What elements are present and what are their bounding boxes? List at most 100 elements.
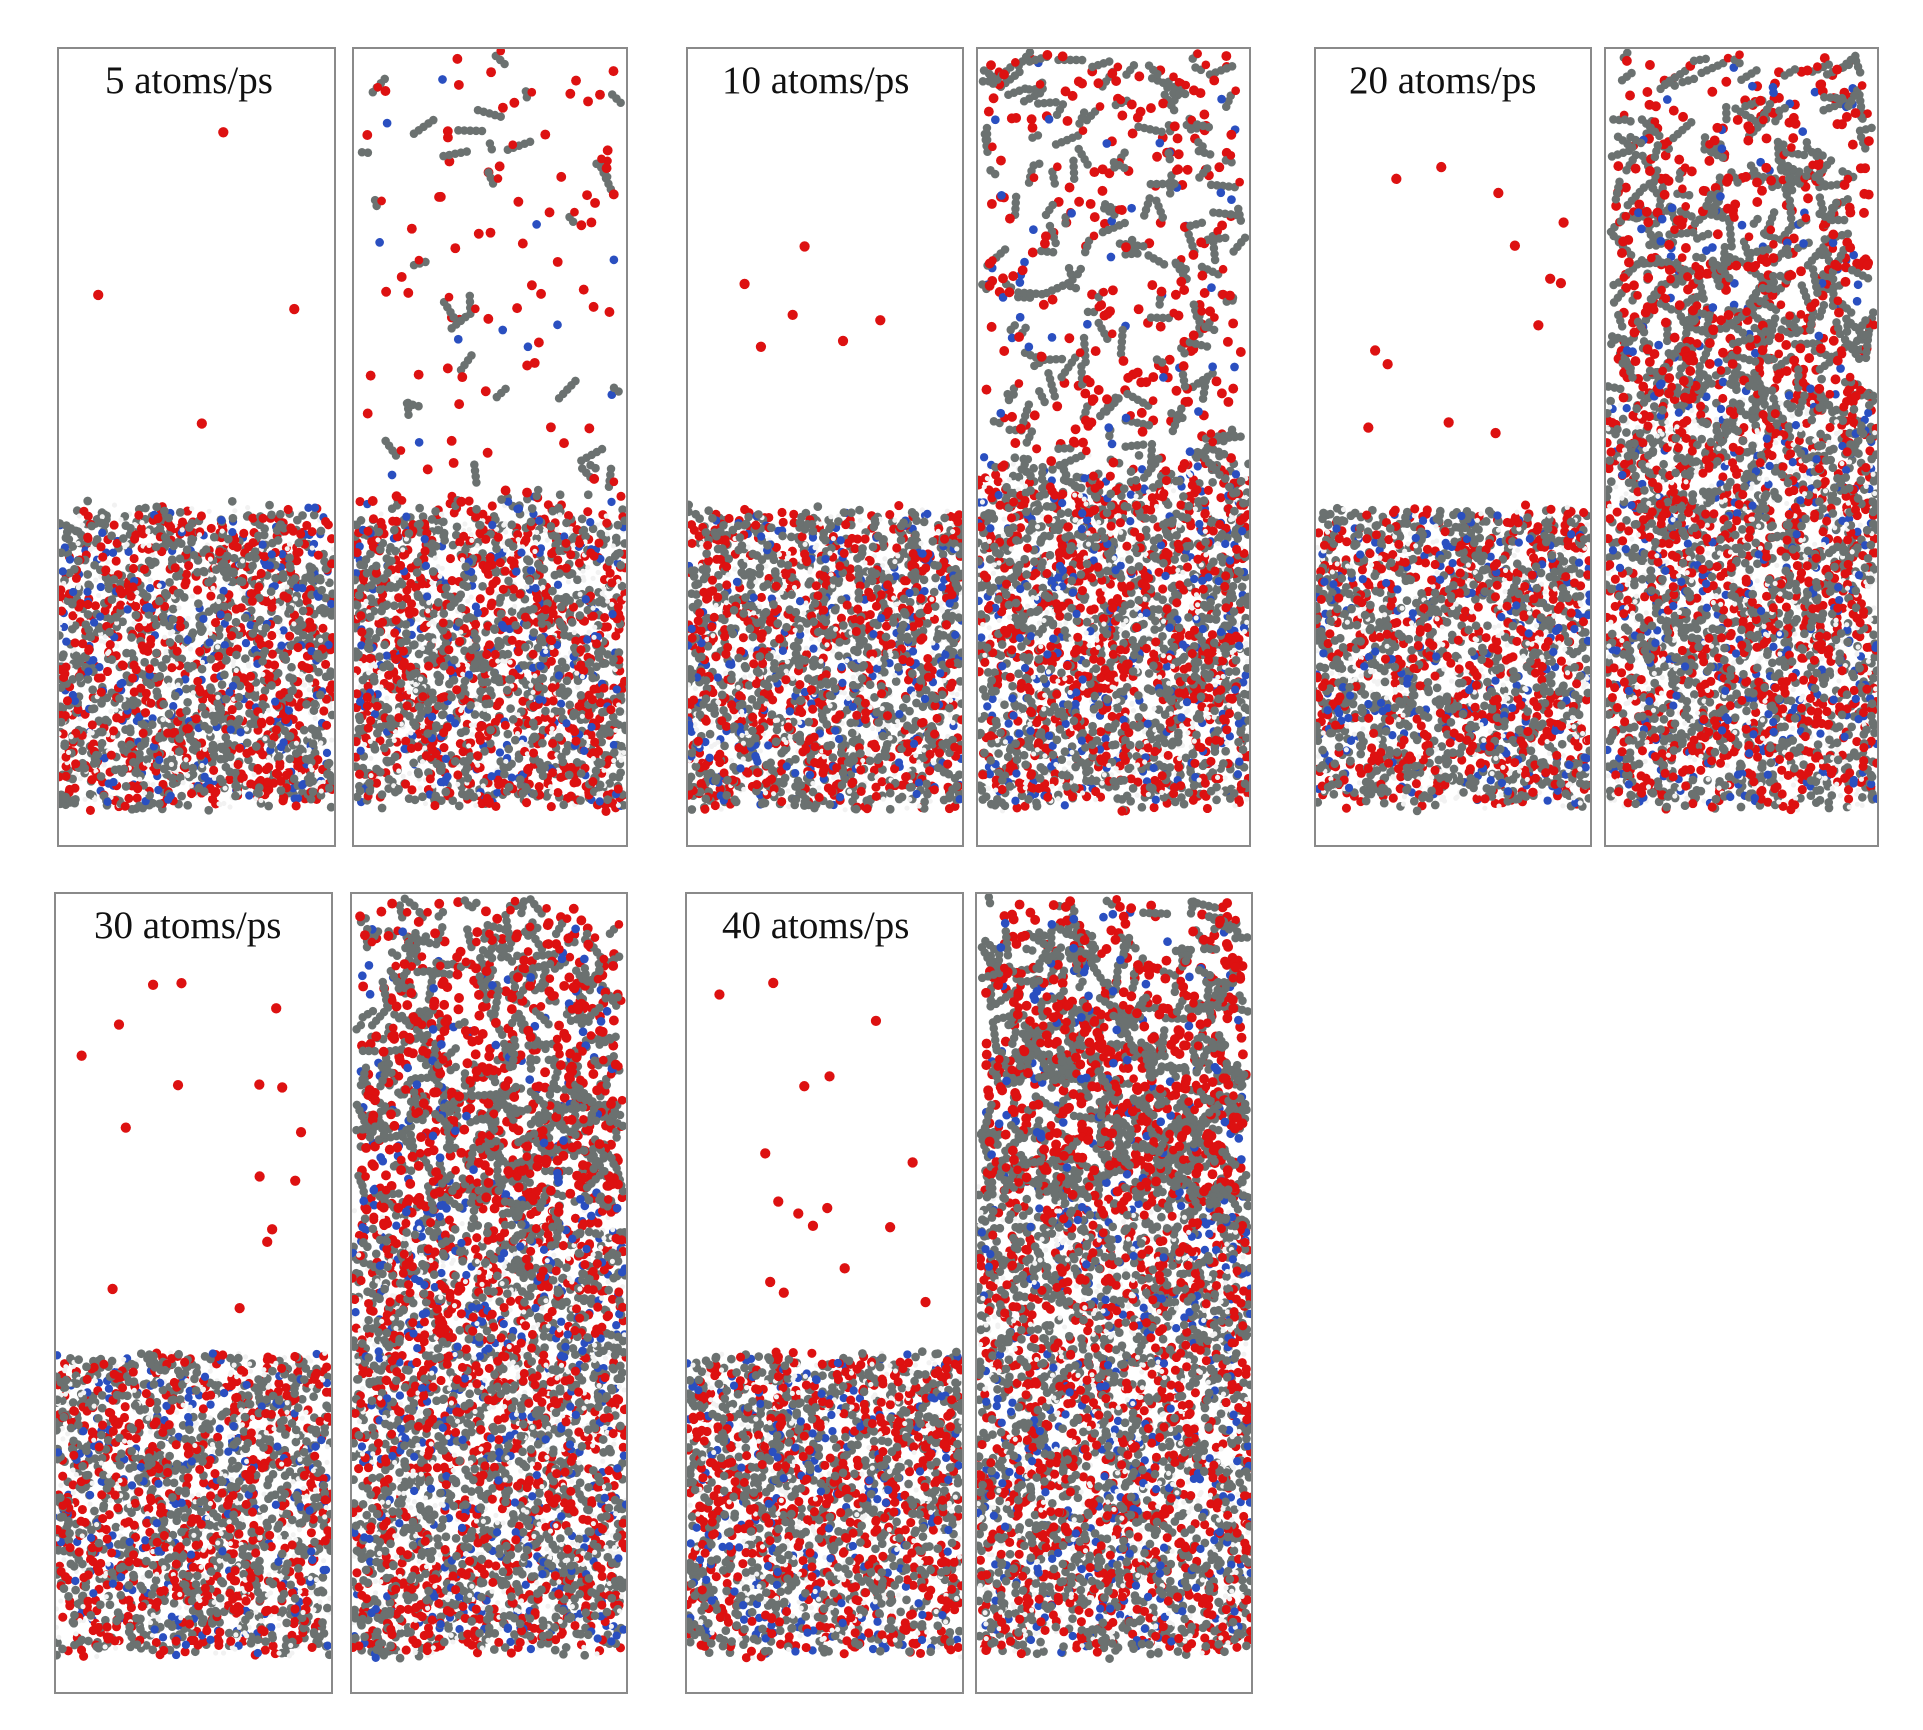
hydrogen-atom: [557, 512, 563, 518]
oxygen-atom: [547, 750, 557, 760]
carbon-atom: [431, 506, 440, 516]
carbon-atom: [151, 620, 161, 630]
oxygen-atom: [242, 748, 252, 758]
atom-scatter-final: [354, 49, 626, 816]
oxygen-atom: [565, 88, 576, 99]
hydrogen-atom: [221, 800, 227, 806]
carbon-atom: [223, 612, 233, 622]
oxygen-atom: [608, 66, 619, 77]
atom-scatter-initial: [59, 127, 334, 815]
carbon-atom: [510, 735, 520, 745]
carbon-atom: [384, 784, 394, 793]
oxygen-atom: [508, 584, 518, 594]
hydrogen-atom: [503, 758, 509, 765]
carbon-atom: [175, 734, 184, 743]
hydrogen-atom: [391, 737, 397, 744]
oxygen-atom: [291, 801, 301, 811]
hydrogen-atom: [474, 543, 480, 549]
hydrogen-atom: [302, 682, 308, 688]
carbon-atom: [121, 521, 131, 530]
oxygen-atom: [439, 727, 449, 738]
oxygen-atom: [357, 627, 367, 637]
carbon-atom: [466, 701, 475, 710]
oxygen-atom: [209, 765, 219, 775]
hydrogen-atom: [579, 713, 585, 719]
carbon-atom: [386, 581, 395, 591]
carbon-atom: [534, 682, 544, 692]
oxygen-atom: [500, 485, 511, 496]
nitrogen-atom: [498, 325, 508, 335]
carbon-atom: [355, 726, 365, 736]
oxygen-atom: [296, 529, 306, 539]
oxygen-atom: [281, 714, 291, 725]
hydrogen-atom: [280, 604, 286, 611]
carbon-atom: [485, 739, 495, 748]
oxygen-atom: [246, 779, 256, 789]
carbon-atom: [606, 464, 616, 474]
hydrogen-atom: [610, 543, 616, 549]
carbon-atom: [242, 738, 252, 748]
oxygen-atom: [327, 559, 334, 569]
oxygen-atom: [521, 535, 531, 545]
nitrogen-atom: [327, 599, 334, 609]
carbon-atom: [222, 573, 231, 582]
hydrogen-atom: [306, 733, 312, 739]
oxygen-atom: [481, 534, 491, 544]
oxygen-atom: [100, 605, 110, 616]
carbon-atom: [459, 757, 468, 766]
carbon-atom: [125, 740, 135, 750]
oxygen-atom: [195, 646, 205, 657]
oxygen-atom: [421, 751, 431, 761]
hydrogen-atom: [469, 731, 475, 738]
oxygen-atom: [71, 759, 81, 769]
hydrogen-atom: [408, 730, 414, 736]
oxygen-atom: [582, 190, 592, 201]
carbon-atom: [184, 523, 194, 532]
oxygen-atom: [120, 801, 130, 811]
hydrogen-atom: [501, 522, 507, 528]
carbon-atom: [165, 577, 174, 587]
carbon-atom: [415, 503, 424, 513]
oxygen-atom: [425, 774, 435, 784]
carbon-atom: [131, 610, 141, 620]
oxygen-atom: [578, 284, 589, 295]
carbon-atom: [380, 640, 389, 650]
oxygen-atom: [597, 154, 606, 164]
carbon-atom: [472, 478, 481, 487]
oxygen-atom: [267, 649, 277, 659]
carbon-atom: [562, 676, 572, 686]
carbon-atom: [221, 762, 231, 772]
hydrogen-atom: [96, 592, 102, 599]
hydrogen-atom: [406, 770, 413, 776]
carbon-atom: [127, 804, 137, 814]
carbon-atom: [528, 718, 538, 728]
carbon-atom: [589, 787, 599, 797]
hydrogen-atom: [206, 508, 212, 514]
carbon-atom: [89, 759, 99, 768]
carbon-atom: [308, 739, 318, 748]
carbon-atom: [891, 677, 901, 686]
oxygen-atom: [264, 784, 274, 795]
carbon-atom: [116, 606, 126, 616]
carbon-atom: [145, 791, 154, 800]
oxygen-atom: [545, 635, 555, 645]
carbon-atom: [218, 777, 227, 787]
oxygen-atom: [354, 689, 362, 699]
carbon-atom: [611, 533, 621, 543]
nitrogen-atom: [149, 742, 158, 751]
carbon-atom: [276, 786, 286, 795]
carbon-atom: [469, 629, 479, 638]
nitrogen-atom: [228, 681, 238, 691]
carbon-atom: [446, 602, 456, 611]
carbon-atom: [475, 520, 485, 530]
hydrogen-atom: [461, 527, 467, 534]
carbon-atom: [315, 690, 325, 700]
oxygen-atom: [112, 713, 122, 723]
carbon-atom: [160, 506, 169, 516]
carbon-atom: [460, 126, 469, 135]
carbon-atom: [301, 573, 310, 583]
carbon-atom: [106, 614, 115, 624]
oxygen-atom: [484, 640, 495, 650]
oxygen-atom: [62, 696, 73, 706]
oxygen-atom: [574, 558, 584, 568]
